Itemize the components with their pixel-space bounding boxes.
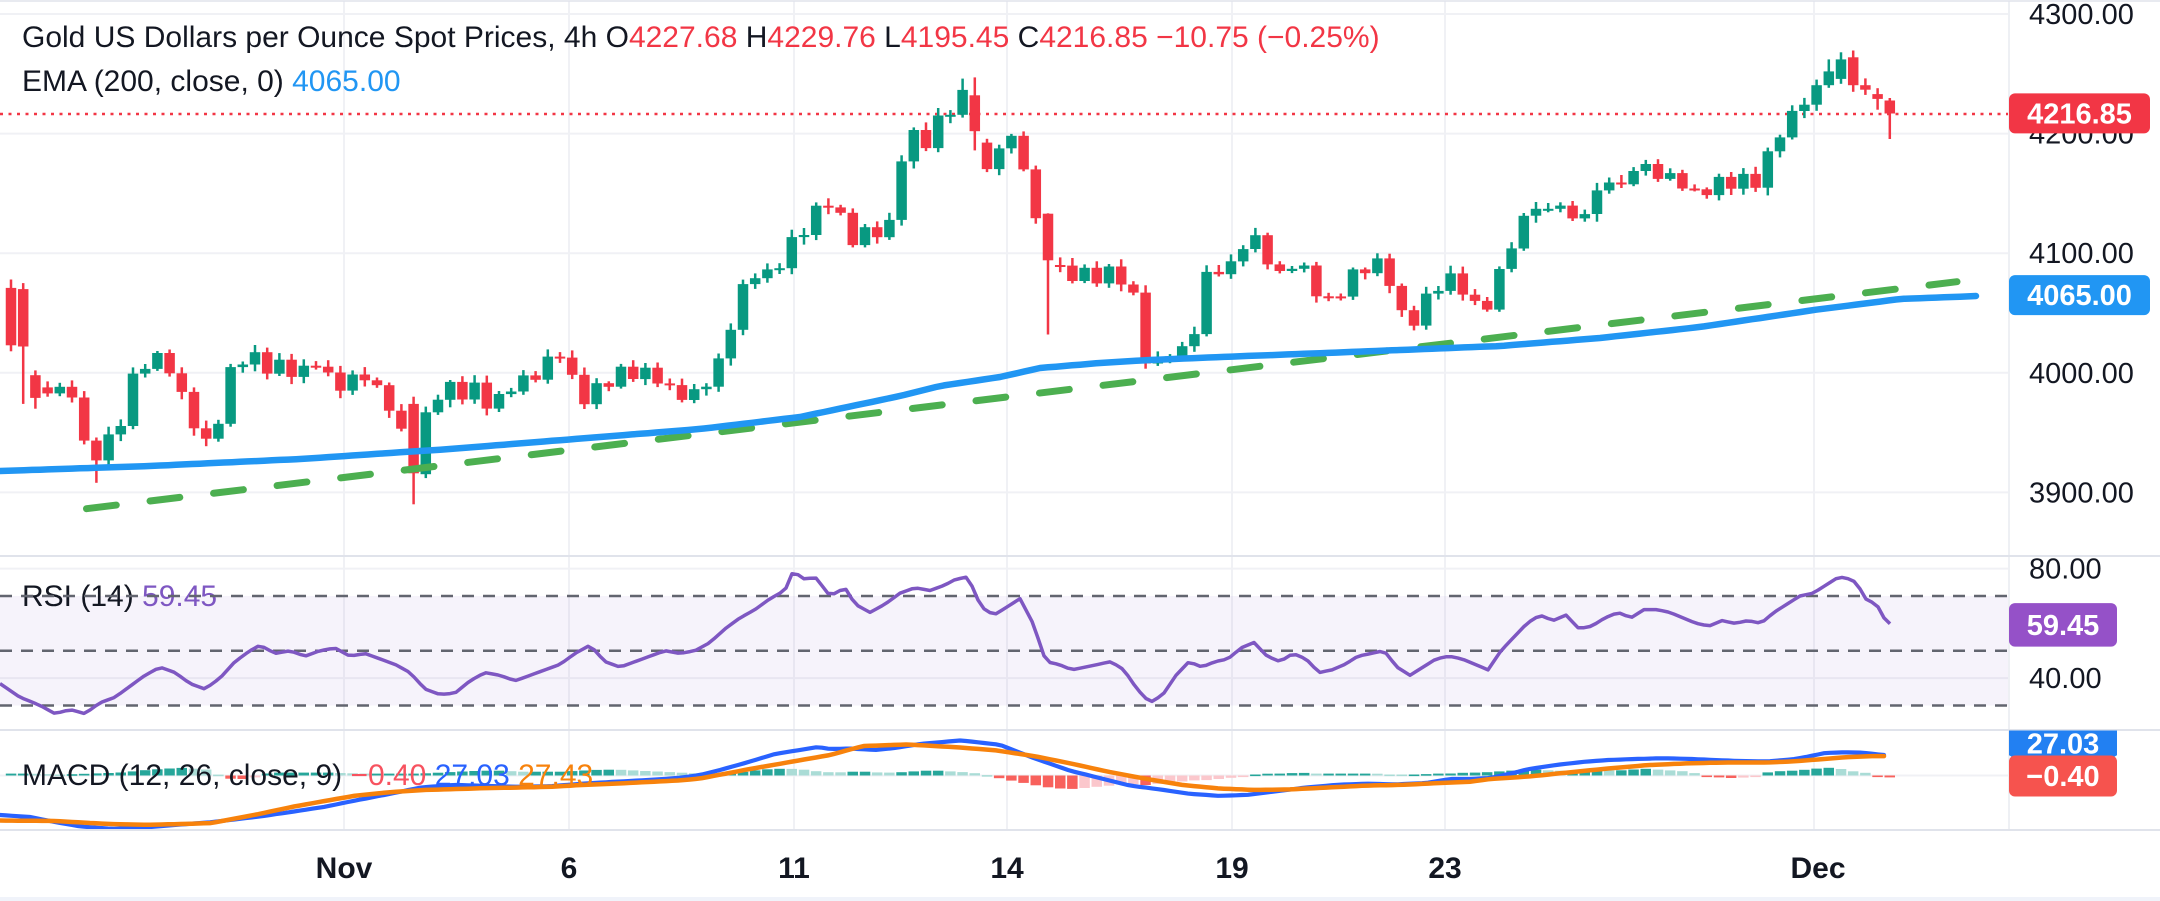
svg-text:59.45: 59.45 bbox=[2027, 610, 2100, 642]
svg-text:6: 6 bbox=[561, 852, 578, 885]
svg-text:11: 11 bbox=[778, 852, 810, 885]
svg-text:Dec: Dec bbox=[1790, 852, 1845, 885]
svg-text:−0.40: −0.40 bbox=[2026, 761, 2099, 793]
svg-text:Gold US Dollars per Ounce Spot: Gold US Dollars per Ounce Spot Prices, 4… bbox=[22, 21, 1380, 54]
svg-text:4300.00: 4300.00 bbox=[2029, 0, 2134, 31]
svg-text:40.00: 40.00 bbox=[2029, 663, 2102, 695]
svg-text:19: 19 bbox=[1215, 852, 1248, 885]
svg-text:Nov: Nov bbox=[316, 852, 373, 885]
svg-text:MACD (12, 26, close, 9) −0.40: MACD (12, 26, close, 9) −0.40 27.03 27.4… bbox=[22, 759, 593, 792]
svg-text:3900.00: 3900.00 bbox=[2029, 477, 2134, 509]
svg-text:4065.00: 4065.00 bbox=[2027, 280, 2132, 312]
svg-text:EMA (200, close, 0) 4065.00: EMA (200, close, 0) 4065.00 bbox=[22, 65, 401, 98]
svg-text:14: 14 bbox=[990, 852, 1024, 885]
svg-text:23: 23 bbox=[1428, 852, 1461, 885]
svg-text:4216.85: 4216.85 bbox=[2027, 98, 2132, 130]
svg-text:4000.00: 4000.00 bbox=[2029, 358, 2134, 390]
svg-text:4100.00: 4100.00 bbox=[2029, 238, 2134, 270]
svg-text:27.03: 27.03 bbox=[2027, 729, 2100, 761]
svg-text:80.00: 80.00 bbox=[2029, 554, 2102, 586]
